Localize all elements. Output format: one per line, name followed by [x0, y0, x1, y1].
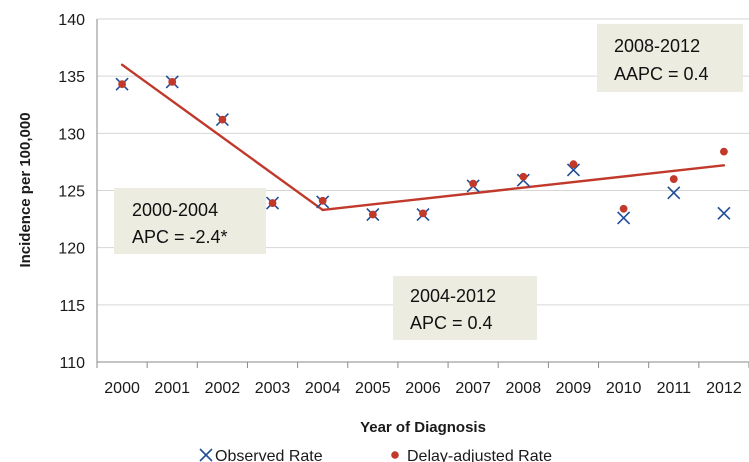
annotation-box	[393, 276, 537, 340]
delay-adjusted-rate-point	[669, 175, 678, 183]
delay-adjusted-rate-point	[519, 172, 528, 181]
y-tick-label: 130	[58, 126, 85, 143]
annotation-overall: 2008-2012 AAPC = 0.4	[597, 24, 743, 92]
observed-rate-point	[717, 206, 731, 220]
delay-adjusted-rate-point	[168, 77, 177, 86]
annotation-line: 2008-2012	[614, 36, 700, 56]
delay-adjusted-rate-point	[619, 204, 628, 213]
x-tick-labels: 2000 2001 2002 2003 2004 2005 2006 2007 2008 2009…	[104, 380, 742, 397]
x-marker-stroke	[617, 211, 631, 225]
annotation-line: 2004-2012	[410, 286, 496, 306]
legend-circle-marker	[391, 451, 399, 459]
annotation-line: APC = 0.4	[410, 313, 493, 333]
y-axis-title: Incidence per 100,000	[17, 112, 34, 267]
x-tick-label: 2008	[506, 380, 542, 397]
y-tick-label: 135	[58, 69, 85, 86]
x-tick-label: 2006	[405, 380, 441, 397]
x-tick-label: 2001	[154, 380, 190, 397]
trend-segment	[120, 63, 324, 212]
x-tick-label: 2000	[104, 380, 140, 397]
y-tick-label: 110	[59, 355, 85, 372]
delay-adjusted-rate-point	[318, 196, 327, 205]
y-tick-label: 120	[58, 241, 85, 258]
x-tick-label: 2012	[706, 380, 742, 397]
axes	[96, 19, 749, 368]
x-marker-stroke	[566, 163, 581, 177]
observed-rate-point	[617, 211, 631, 225]
annotation-seg2: 2004-2012 APC = 0.4	[393, 276, 537, 340]
y-tick-label: 125	[58, 184, 85, 201]
annotation-line: 2000-2004	[132, 200, 218, 220]
x-tick-label: 2005	[355, 380, 391, 397]
y-tick-label: 115	[59, 298, 85, 315]
observed-rate-point	[667, 186, 681, 200]
y-tick-label: 140	[58, 12, 85, 29]
legend-label: Observed Rate	[215, 448, 323, 462]
observed-rate-point	[566, 163, 581, 177]
data-points	[115, 75, 731, 225]
legend: Observed Rate Delay-adjusted Rate	[199, 448, 552, 462]
annotation-seg1: 2000-2004 APC = -2.4*	[114, 188, 266, 254]
x-tick-label: 2007	[455, 380, 491, 397]
x-tick-label: 2011	[657, 380, 692, 397]
delay-adjusted-rate-point	[368, 210, 377, 219]
annotation-line: APC = -2.4*	[132, 227, 228, 247]
annotation-line: AAPC = 0.4	[614, 64, 709, 84]
legend-item-observed: Observed Rate	[199, 448, 323, 462]
x-tick-label: 2003	[255, 380, 291, 397]
x-tick-label: 2004	[305, 380, 341, 397]
delay-adjusted-rate-point	[218, 115, 227, 124]
x-tick-label: 2009	[556, 380, 592, 397]
delay-adjusted-rate-point	[268, 199, 277, 207]
legend-x-marker	[199, 448, 213, 462]
y-tick-labels: 110 115 120 125 130 135 140	[58, 12, 85, 372]
x-marker-stroke	[717, 206, 731, 220]
delay-adjusted-rate-point	[469, 179, 478, 188]
annotation-box	[114, 188, 266, 254]
delay-adjusted-rate-point	[419, 209, 427, 218]
legend-item-delay-adjusted: Delay-adjusted Rate	[391, 448, 552, 462]
trend-line	[120, 63, 726, 212]
legend-label: Delay-adjusted Rate	[407, 448, 552, 462]
delay-adjusted-rate-point	[720, 147, 728, 156]
delay-adjusted-rate-point	[569, 160, 578, 169]
annotation-box	[597, 24, 743, 92]
x-tick-label: 2002	[205, 380, 241, 397]
x-axis-title: Year of Diagnosis	[360, 419, 486, 436]
delay-adjusted-rate-point	[118, 80, 126, 89]
x-marker-stroke	[667, 186, 681, 200]
x-tick-label: 2010	[606, 380, 642, 397]
trend-segment	[321, 164, 726, 212]
